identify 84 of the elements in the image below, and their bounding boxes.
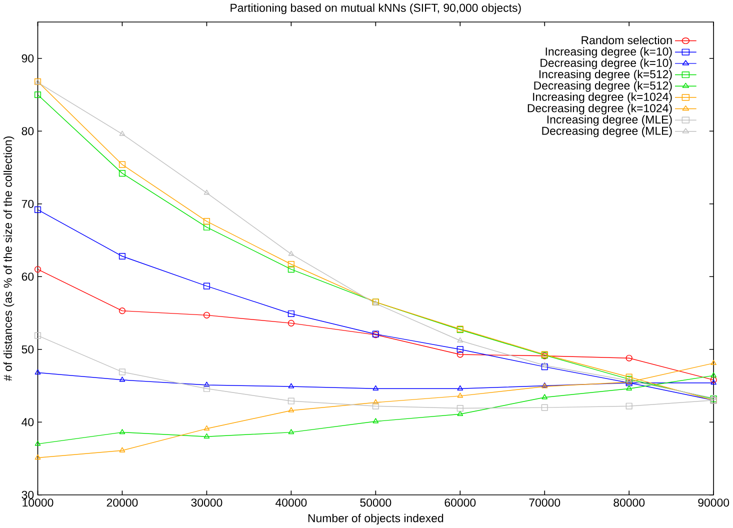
point <box>288 250 294 256</box>
point <box>457 410 464 416</box>
y-tick-label: 40 <box>22 418 34 426</box>
point <box>372 402 379 410</box>
y-tick-label: 90 <box>22 54 34 62</box>
point <box>204 433 210 438</box>
point <box>34 266 42 273</box>
point <box>34 332 42 339</box>
point <box>118 161 126 168</box>
point <box>456 351 464 358</box>
y-tick-label: 80 <box>22 127 34 136</box>
point <box>119 130 126 136</box>
legend-label: Decreasing degree (MLE) <box>542 126 672 138</box>
y-tick-label: 50 <box>22 345 34 354</box>
point <box>710 360 716 366</box>
y-axis-title: # of distances (as % of the size of the collection) <box>3 136 14 382</box>
point <box>119 447 126 452</box>
point <box>710 372 716 378</box>
point <box>34 206 42 213</box>
point <box>118 308 126 314</box>
x-tick-label: 70000 <box>529 498 560 507</box>
point <box>288 260 294 268</box>
point <box>288 429 294 434</box>
point <box>710 394 716 400</box>
point <box>372 385 379 390</box>
point <box>288 398 294 404</box>
x-tick-label: 40000 <box>276 498 307 507</box>
point <box>541 404 548 411</box>
point <box>542 362 548 368</box>
point <box>288 266 294 273</box>
point <box>34 454 41 460</box>
x-axis-title: Number of objects indexed <box>308 514 444 524</box>
x-tick-label: 60000 <box>444 498 476 507</box>
point <box>203 218 210 225</box>
point <box>288 383 294 388</box>
x-tick-label: 90000 <box>698 498 730 507</box>
point <box>119 429 126 434</box>
point <box>288 320 294 326</box>
point <box>118 170 126 177</box>
legend-label: Increasing degree (k=10) <box>546 47 672 58</box>
legend-label: Decreasing degree (k=1024) <box>528 104 672 114</box>
point <box>372 418 379 424</box>
point <box>203 282 210 290</box>
point <box>288 310 294 318</box>
point <box>204 382 210 387</box>
point <box>626 385 632 390</box>
point <box>203 385 210 392</box>
point <box>118 368 126 376</box>
point <box>710 376 717 384</box>
legend-label: Random selection <box>582 36 672 44</box>
x-tick-label: 80000 <box>614 498 645 507</box>
point <box>626 354 632 362</box>
point <box>456 405 464 412</box>
point <box>710 380 716 385</box>
point <box>118 252 126 260</box>
legend-label: Decreasing degree (k=10) <box>540 58 672 70</box>
legend-label: Decreasing degree (k=512) <box>534 81 672 92</box>
point <box>119 376 126 382</box>
x-tick-label: 20000 <box>106 498 138 507</box>
y-tick-label: 70 <box>22 200 34 208</box>
point <box>542 394 548 400</box>
point <box>457 392 464 398</box>
legend-label: Increasing degree (MLE) <box>547 115 672 126</box>
x-tick-label: 10000 <box>22 498 54 507</box>
x-tick-label: 50000 <box>360 498 392 507</box>
point <box>204 425 210 430</box>
legend-label: Increasing degree (k=1024) <box>533 92 672 104</box>
point <box>372 399 379 404</box>
legend-label: Increasing degree (k=512) <box>539 70 672 81</box>
x-tick-label: 30000 <box>191 498 222 507</box>
y-tick-label: 30 <box>22 490 34 499</box>
point <box>34 440 41 446</box>
point <box>457 337 464 342</box>
point <box>457 385 464 390</box>
point <box>288 407 294 412</box>
point <box>34 369 41 374</box>
point <box>204 190 210 195</box>
point <box>203 312 210 318</box>
chart-title: Partitioning based on mutual kNNs (SIFT, 90,000 objects) <box>230 3 521 14</box>
point <box>34 91 42 98</box>
point <box>541 364 548 370</box>
point <box>626 402 632 410</box>
point <box>456 346 464 353</box>
y-tick-label: 60 <box>22 272 34 281</box>
